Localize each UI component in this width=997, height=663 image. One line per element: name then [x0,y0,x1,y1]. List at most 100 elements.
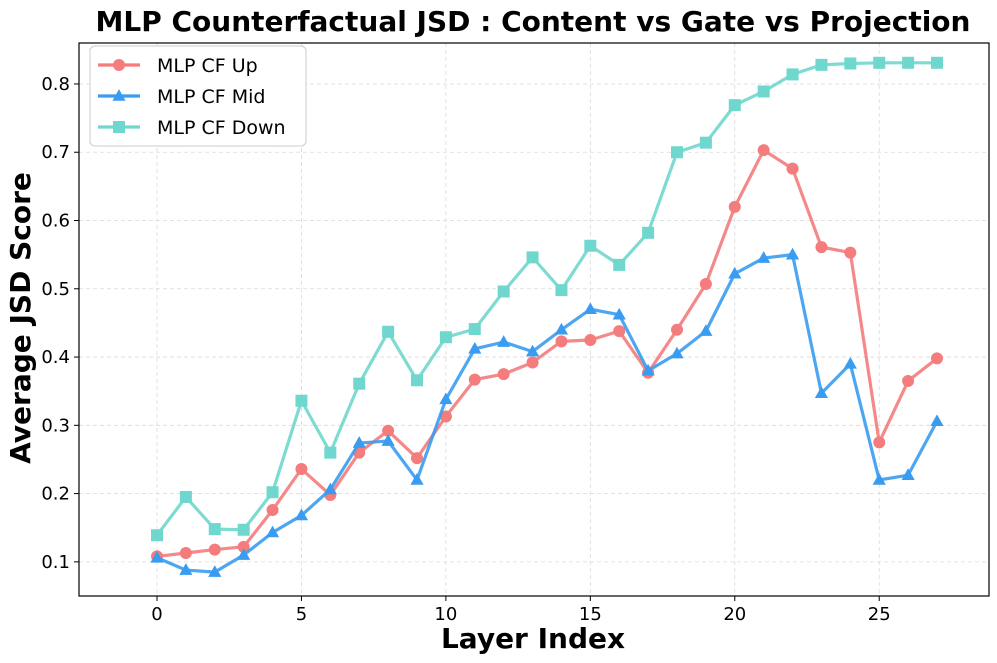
series-mlp-cf-up [151,144,943,563]
data-point [671,146,683,159]
y-tick-label: 0.4 [41,347,70,368]
y-tick-label: 0.6 [41,211,70,232]
data-point [844,57,857,70]
data-point [294,508,309,521]
data-point [179,546,192,559]
series-layer [150,56,944,577]
data-point [613,325,626,338]
data-point [757,85,770,98]
x-tick-label: 0 [151,604,162,625]
data-point [410,473,424,485]
data-point [814,386,829,399]
x-tick-label: 5 [296,604,307,625]
data-point [930,414,944,427]
data-point [554,322,569,335]
x-tick-label: 15 [579,604,602,625]
data-point [525,344,540,357]
data-point [208,523,221,536]
data-point [844,246,857,259]
data-point [699,136,712,149]
data-point [786,162,799,175]
legend-item: MLP CF Mid [98,86,265,108]
data-point [468,373,481,386]
y-tick-label: 0.3 [41,415,70,436]
data-point [151,529,163,542]
data-point [352,436,366,448]
data-point [237,548,251,560]
data-point [671,323,683,336]
legend-frame [89,45,307,147]
data-point [526,356,539,369]
data-point [295,394,308,407]
legend: MLP CF Up MLP CF Mid MLP CF Down [89,45,307,147]
data-point [497,285,510,298]
data-point [555,335,568,348]
data-point [815,58,828,71]
legend-item: MLP CF Up [98,55,258,77]
data-point [497,368,510,381]
x-tick-label: 20 [723,604,746,625]
data-point [642,226,655,239]
legend-marker [113,59,125,71]
data-point [497,335,511,347]
data-point [786,68,799,81]
data-point [728,99,741,112]
legend-items: MLP CF Up MLP CF Mid MLP CF Down [98,55,286,139]
data-point [382,325,395,338]
data-point [931,352,943,365]
data-point [757,251,771,263]
legend-item: MLP CF Down [98,117,286,139]
data-point [931,56,943,69]
data-point [266,486,279,499]
data-point [150,550,164,563]
data-point [179,491,192,504]
y-tick-label: 0.7 [41,142,70,163]
data-point [237,540,250,553]
chart-title: MLP Counterfactual JSD : Content vs Gate… [96,5,971,38]
data-point [382,424,395,437]
data-point [584,239,597,252]
data-point [843,356,857,369]
data-point [266,503,279,516]
y-tick-label: 0.1 [41,552,70,573]
data-point [295,463,308,476]
data-point [439,410,452,423]
data-point [324,446,337,459]
data-point [728,266,742,279]
data-point [902,56,915,69]
data-point [237,523,250,536]
legend-label: MLP CF Mid [157,86,265,108]
series-line [156,148,938,558]
data-point [584,333,597,346]
legend-label: MLP CF Down [157,117,286,139]
series-line [155,61,937,537]
data-point [873,56,886,69]
y-tick-label: 0.5 [41,279,70,300]
data-point [353,377,366,390]
x-axis-label: Layer Index [441,622,625,655]
data-point [439,331,452,344]
series-mlp-cf-mid [150,247,944,577]
data-point [555,284,568,297]
y-tick-label: 0.2 [41,484,70,505]
plot-frame [78,42,990,597]
data-point [381,434,395,446]
data-point [873,436,886,449]
data-point [583,302,597,315]
series-mlp-cf-down [151,56,943,542]
data-point [468,323,481,336]
data-point [699,277,712,290]
x-tick-label: 25 [868,604,891,625]
legend-label: MLP CF Up [157,55,258,77]
data-point [757,144,770,157]
legend-marker [112,89,126,101]
x-tick-label: 10 [434,604,457,625]
data-point [612,307,626,320]
data-point [613,258,626,271]
data-point [728,200,741,213]
data-point [323,482,337,495]
y-tick-label: 0.8 [41,74,70,95]
legend-marker [113,121,125,133]
data-point [411,452,423,465]
